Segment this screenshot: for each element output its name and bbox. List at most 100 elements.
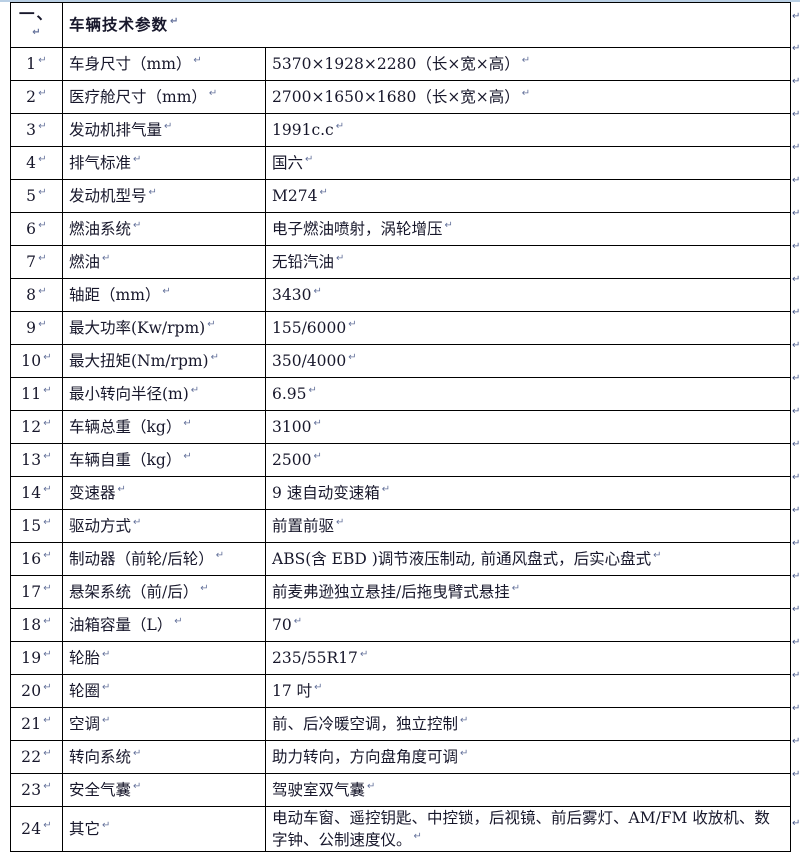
pilcrow-icon: ↵ (792, 43, 800, 54)
row-number-cell: 2 ↵ (10, 80, 63, 114)
table-row: 22 ↵ 转向系统 ↵ 助力转向，方向盘角度可调 ↵ (10, 740, 791, 774)
spec-value: 国六 (272, 154, 304, 172)
pilcrow-icon: ↵ (133, 516, 142, 528)
pilcrow-icon: ↵ (313, 285, 322, 297)
spec-label: 车身尺寸（mm） (69, 55, 192, 73)
spec-value: 350/4000 (272, 352, 347, 370)
pilcrow-icon: ↵ (38, 318, 47, 330)
spec-label-cell: 其它 ↵ (62, 806, 266, 852)
pilcrow-icon: ↵ (521, 87, 531, 99)
spec-label: 轮圈 (69, 682, 101, 700)
spec-value: 70 (272, 616, 292, 634)
pilcrow-icon: ↵ (792, 76, 800, 87)
spec-value-cell: 1991c.c ↵ (265, 113, 791, 147)
row-number-cell: 6 ↵ (10, 212, 63, 246)
pilcrow-icon: ↵ (43, 417, 52, 429)
row-number-cell: 21 ↵ (10, 707, 63, 741)
pilcrow-icon: ↵ (792, 637, 800, 648)
row-number-cell: 20 ↵ (10, 674, 63, 708)
pilcrow-icon: ↵ (43, 516, 52, 528)
pilcrow-icon: ↵ (117, 483, 126, 495)
spec-label: 轴距（mm） (69, 286, 161, 304)
spec-label-cell: 驱动方式 ↵ (62, 509, 266, 543)
page-top-rule (0, 0, 800, 2)
spec-label-cell: 医疗舱尺寸（mm） ↵ (62, 80, 266, 114)
spec-value: 1991c.c (272, 121, 334, 139)
row-number-cell: 19 ↵ (10, 641, 63, 675)
pilcrow-icon: ↵ (102, 252, 111, 264)
spec-label: 发动机型号 (69, 187, 147, 205)
spec-value-cell: 电子燃油喷射，涡轮增压 ↵ (265, 212, 791, 246)
pilcrow-icon: ↵ (792, 604, 800, 615)
pilcrow-icon: ↵ (792, 307, 800, 318)
pilcrow-icon: ↵ (43, 351, 52, 363)
spec-value: 2500 (272, 451, 312, 469)
table-row: 10 ↵ 最大扭矩(Nm/rpm) ↵ 350/4000 ↵ (10, 344, 791, 378)
pilcrow-icon: ↵ (314, 681, 323, 693)
table-row: 12 ↵ 车辆总重（kg） ↵ 3100 ↵ (10, 410, 791, 444)
spec-label: 变速器 (69, 484, 116, 502)
table-row: 8 ↵ 轴距（mm） ↵ 3430 ↵ (10, 278, 791, 312)
row-number-cell: 7 ↵ (10, 245, 63, 279)
spec-label: 车辆自重（kg） (69, 451, 182, 469)
pilcrow-icon: ↵ (313, 417, 322, 429)
spec-label: 油箱容量（L） (69, 616, 173, 634)
table-row: 13 ↵ 车辆自重（kg） ↵ 2500 ↵ (10, 443, 791, 477)
spec-label-cell: 变速器 ↵ (62, 476, 266, 510)
pilcrow-icon: ↵ (319, 186, 328, 198)
pilcrow-icon: ↵ (38, 120, 47, 132)
pilcrow-icon: ↵ (200, 582, 209, 594)
spec-value: 电子燃油喷射，涡轮增压 (272, 220, 443, 238)
spec-label: 轮胎 (69, 649, 101, 667)
row-number-cell: 24 ↵ (10, 806, 63, 852)
pilcrow-icon: ↵ (43, 549, 52, 561)
spec-value-cell: 9 速自动变速箱 ↵ (265, 476, 791, 510)
pilcrow-icon: ↵ (359, 648, 369, 660)
pilcrow-icon: ↵ (308, 384, 317, 396)
pilcrow-icon: ↵ (207, 318, 216, 330)
spec-value-cell: 3100 ↵ (265, 410, 791, 444)
spec-label: 最大功率(Kw/rpm) (69, 319, 206, 337)
spec-label: 悬架系统（前/后） (69, 583, 199, 601)
pilcrow-icon: ↵ (43, 648, 52, 660)
pilcrow-icon: ↵ (792, 109, 800, 120)
spec-value: 2700×1650×1680（长×宽×高） (272, 88, 520, 106)
spec-label-cell: 发动机型号 ↵ (62, 179, 266, 213)
spec-label-cell: 最小转向半径(m) ↵ (62, 377, 266, 411)
spec-value-cell: 70 ↵ (265, 608, 791, 642)
pilcrow-icon: ↵ (38, 285, 47, 297)
spec-value-cell: 3430 ↵ (265, 278, 791, 312)
spec-label-cell: 悬架系统（前/后） ↵ (62, 575, 266, 609)
row-number: 3 (26, 121, 37, 139)
pilcrow-icon: ↵ (460, 747, 469, 759)
spec-value: 无铅汽油 (272, 253, 335, 271)
table-row: 15 ↵ 驱动方式 ↵ 前置前驱 ↵ (10, 509, 791, 543)
pilcrow-icon: ↵ (43, 714, 52, 726)
pilcrow-icon: ↵ (653, 549, 662, 561)
spec-label-cell: 制动器（前轮/后轮） ↵ (62, 542, 266, 576)
row-number: 6 (26, 220, 37, 238)
spec-value-cell: 6.95 ↵ (265, 377, 791, 411)
pilcrow-icon: ↵ (792, 11, 800, 22)
row-number-cell: 23 ↵ (10, 773, 63, 807)
row-number: 20 (21, 682, 42, 700)
row-number: 7 (26, 253, 37, 271)
spec-label-cell: 发动机排气量 ↵ (62, 113, 266, 147)
table-row: 5 ↵ 发动机型号 ↵ M274 ↵ (10, 179, 791, 213)
row-number-cell: 17 ↵ (10, 575, 63, 609)
spec-value: 前、后冷暖空调，独立控制 (272, 715, 459, 733)
spec-label-cell: 空调 ↵ (62, 707, 266, 741)
row-number: 18 (21, 616, 42, 634)
spec-label: 最大扭矩(Nm/rpm) (69, 352, 209, 370)
table-row: 3 ↵ 发动机排气量 ↵ 1991c.c ↵ (10, 113, 791, 147)
spec-label-cell: 车辆自重（kg） ↵ (62, 443, 266, 477)
row-number-cell: 18 ↵ (10, 608, 63, 642)
spec-value: 前麦弗逊独立悬挂/后拖曳臂式悬挂 (272, 583, 510, 601)
pilcrow-icon: ↵ (792, 340, 800, 351)
spec-label-cell: 最大扭矩(Nm/rpm) ↵ (62, 344, 266, 378)
spec-label-cell: 油箱容量（L） ↵ (62, 608, 266, 642)
pilcrow-icon: ↵ (102, 648, 111, 660)
pilcrow-icon: ↵ (38, 87, 47, 99)
pilcrow-icon: ↵ (190, 384, 200, 396)
pilcrow-icon: ↵ (43, 582, 52, 594)
